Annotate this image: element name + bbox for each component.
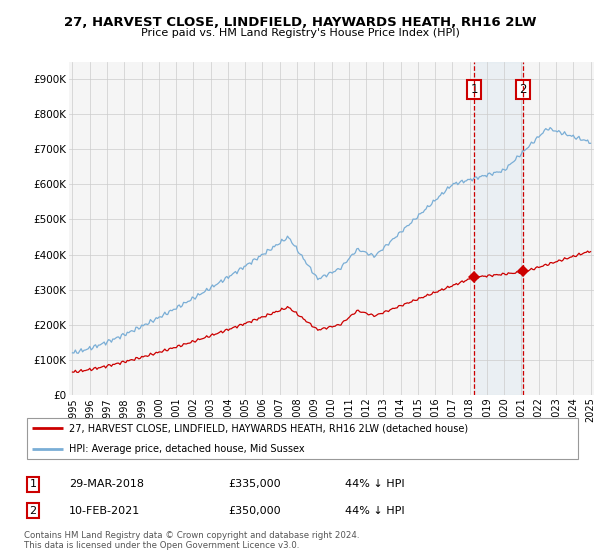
Text: 1: 1 [29,479,37,489]
Text: 27, HARVEST CLOSE, LINDFIELD, HAYWARDS HEATH, RH16 2LW: 27, HARVEST CLOSE, LINDFIELD, HAYWARDS H… [64,16,536,29]
Text: Price paid vs. HM Land Registry's House Price Index (HPI): Price paid vs. HM Land Registry's House … [140,28,460,38]
Text: 2: 2 [29,506,37,516]
Text: Contains HM Land Registry data © Crown copyright and database right 2024.
This d: Contains HM Land Registry data © Crown c… [24,531,359,550]
Bar [474,62,523,395]
FancyBboxPatch shape [27,418,578,459]
Text: 10-FEB-2021: 10-FEB-2021 [69,506,140,516]
Text: 29-MAR-2018: 29-MAR-2018 [69,479,144,489]
Text: 27, HARVEST CLOSE, LINDFIELD, HAYWARDS HEATH, RH16 2LW (detached house): 27, HARVEST CLOSE, LINDFIELD, HAYWARDS H… [68,423,468,433]
Text: 2: 2 [520,83,527,96]
Text: 1: 1 [470,83,478,96]
Text: 44% ↓ HPI: 44% ↓ HPI [345,479,404,489]
Text: £350,000: £350,000 [228,506,281,516]
Text: HPI: Average price, detached house, Mid Sussex: HPI: Average price, detached house, Mid … [68,444,304,454]
Text: 44% ↓ HPI: 44% ↓ HPI [345,506,404,516]
Text: £335,000: £335,000 [228,479,281,489]
